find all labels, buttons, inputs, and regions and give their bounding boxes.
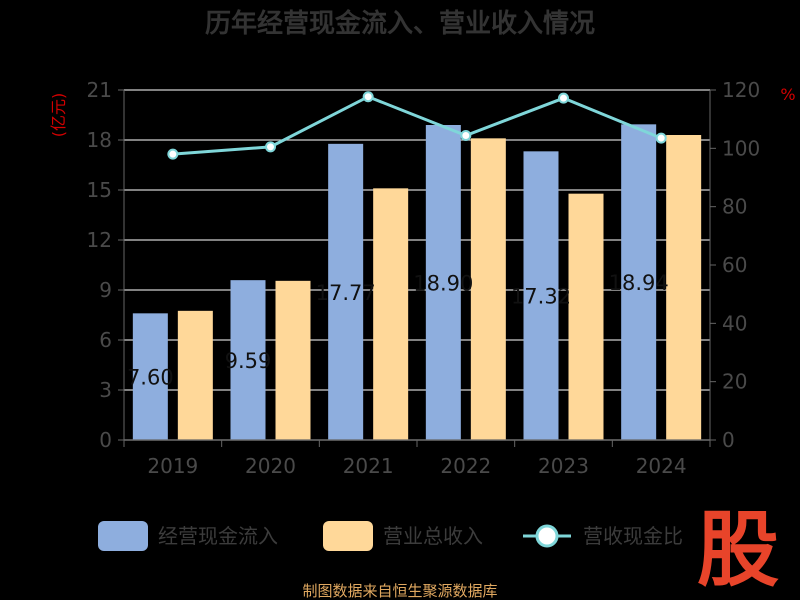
left-tick-label: 15 bbox=[87, 178, 112, 202]
bar-cash-inflow bbox=[425, 125, 461, 440]
ratio-point bbox=[362, 91, 374, 103]
legend-label-revenue: 营业总收入 bbox=[383, 524, 483, 548]
grid bbox=[124, 89, 710, 441]
left-tick-label: 6 bbox=[99, 328, 112, 352]
right-tick-label: 120 bbox=[722, 78, 760, 102]
bar-cash-inflow bbox=[328, 143, 364, 441]
data-labels: 7.60 9.59 17.77 18.90 17.32 18.94 bbox=[127, 271, 669, 390]
bar-revenue bbox=[568, 193, 604, 440]
right-axis-unit: % bbox=[780, 85, 795, 104]
bar-revenue bbox=[666, 135, 702, 440]
data-label-cash-inflow: 9.59 bbox=[225, 349, 272, 373]
bar-revenue bbox=[275, 280, 311, 440]
bars bbox=[132, 124, 702, 441]
bar-revenue bbox=[177, 310, 213, 440]
left-tick-label: 18 bbox=[87, 128, 112, 152]
x-tick-label: 2024 bbox=[636, 454, 687, 478]
x-tick-label: 2023 bbox=[538, 454, 589, 478]
ratio-point bbox=[460, 130, 472, 141]
bar-cash-inflow bbox=[621, 124, 657, 440]
data-label-cash-inflow: 17.77 bbox=[316, 281, 376, 305]
left-tick-label: 12 bbox=[87, 228, 112, 252]
right-tick-label: 80 bbox=[722, 195, 747, 219]
legend-label-ratio: 营收现金比 bbox=[583, 524, 683, 548]
legend: 经营现金流入 营业总收入 营收现金比 bbox=[98, 521, 683, 551]
data-source: 制图数据来自恒生聚源数据库 bbox=[302, 582, 497, 600]
ratio-line bbox=[167, 91, 667, 160]
bar-revenue bbox=[373, 188, 409, 440]
bar-revenue bbox=[470, 138, 506, 441]
right-tick-label: 40 bbox=[722, 311, 747, 335]
axes: 0 3 6 9 12 15 18 21 0 20 40 60 80 100 120 2019 2020 2021 2… bbox=[87, 78, 761, 478]
legend-label-cash-inflow: 经营现金流入 bbox=[158, 524, 278, 548]
bar-cash-inflow bbox=[230, 280, 266, 440]
x-tick-label: 2022 bbox=[440, 454, 491, 478]
ratio-point bbox=[167, 148, 179, 160]
ratio-point bbox=[655, 132, 667, 144]
data-label-cash-inflow: 17.32 bbox=[511, 285, 571, 309]
brand-logo: 股 bbox=[697, 503, 779, 598]
right-tick-label: 100 bbox=[722, 136, 760, 160]
left-tick-label: 21 bbox=[87, 78, 112, 102]
ratio-line-path bbox=[172, 95, 662, 156]
ratio-point bbox=[265, 141, 276, 153]
left-tick-label: 3 bbox=[99, 378, 112, 402]
legend-swatch-revenue bbox=[323, 521, 373, 551]
left-axis-unit: (亿元) bbox=[49, 93, 68, 138]
x-tick-label: 2021 bbox=[343, 454, 394, 478]
bar-cash-inflow bbox=[132, 313, 168, 440]
data-label-cash-inflow: 7.60 bbox=[127, 366, 174, 390]
data-label-cash-inflow: 18.94 bbox=[609, 271, 669, 295]
x-tick-label: 2020 bbox=[245, 454, 296, 478]
right-tick-label: 0 bbox=[722, 428, 735, 452]
left-tick-label: 9 bbox=[99, 278, 112, 302]
legend-marker-ratio bbox=[535, 524, 559, 548]
right-tick-label: 60 bbox=[722, 253, 747, 277]
legend-swatch-cash-inflow bbox=[98, 521, 148, 551]
bar-cash-inflow bbox=[523, 151, 559, 441]
right-tick-label: 20 bbox=[722, 370, 747, 394]
chart-title: 历年经营现金流入、营业收入情况 bbox=[205, 8, 595, 39]
x-tick-label: 2019 bbox=[147, 454, 198, 478]
ratio-point bbox=[558, 92, 569, 104]
left-tick-label: 0 bbox=[99, 428, 112, 452]
data-label-cash-inflow: 18.90 bbox=[413, 272, 473, 296]
